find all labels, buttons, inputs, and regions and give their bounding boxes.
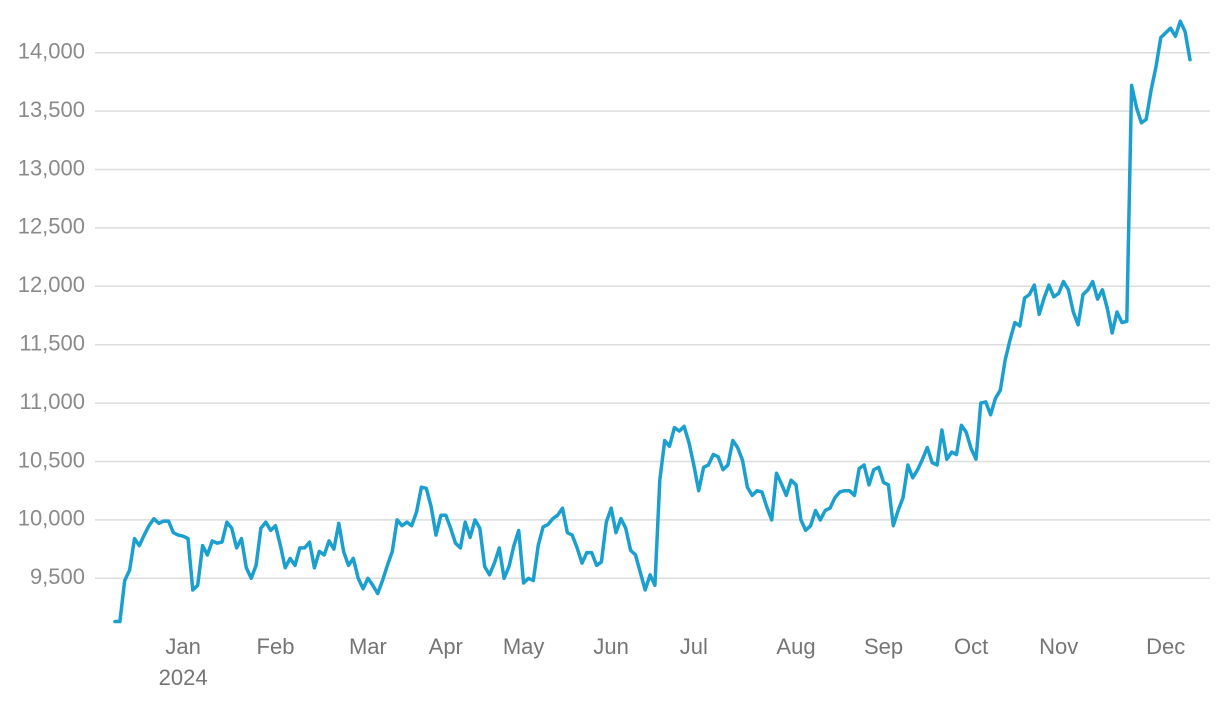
x-year-label: 2024 bbox=[159, 665, 208, 690]
x-tick-label: Mar bbox=[349, 634, 387, 659]
y-tick-label: 12,000 bbox=[18, 272, 85, 297]
y-tick-label: 10,500 bbox=[18, 447, 85, 472]
x-tick-label: Dec bbox=[1146, 634, 1185, 659]
x-tick-label: May bbox=[503, 634, 545, 659]
x-tick-label: Oct bbox=[954, 634, 988, 659]
y-tick-label: 13,000 bbox=[18, 155, 85, 180]
x-tick-label: Feb bbox=[257, 634, 295, 659]
x-tick-label: Jun bbox=[593, 634, 628, 659]
x-tick-label: Jan bbox=[165, 634, 200, 659]
y-tick-label: 13,500 bbox=[18, 97, 85, 122]
y-tick-label: 12,500 bbox=[18, 214, 85, 239]
x-tick-label: Apr bbox=[429, 634, 463, 659]
y-tick-label: 11,500 bbox=[19, 331, 85, 356]
x-tick-label: Sep bbox=[864, 634, 903, 659]
y-tick-label: 11,000 bbox=[19, 389, 85, 414]
x-tick-label: Nov bbox=[1039, 634, 1078, 659]
x-tick-label: Jul bbox=[680, 634, 708, 659]
x-tick-label: Aug bbox=[776, 634, 815, 659]
y-tick-label: 10,000 bbox=[18, 506, 85, 531]
y-tick-label: 14,000 bbox=[18, 39, 85, 64]
line-series bbox=[113, 19, 1192, 624]
y-tick-label: 9,500 bbox=[30, 564, 85, 589]
